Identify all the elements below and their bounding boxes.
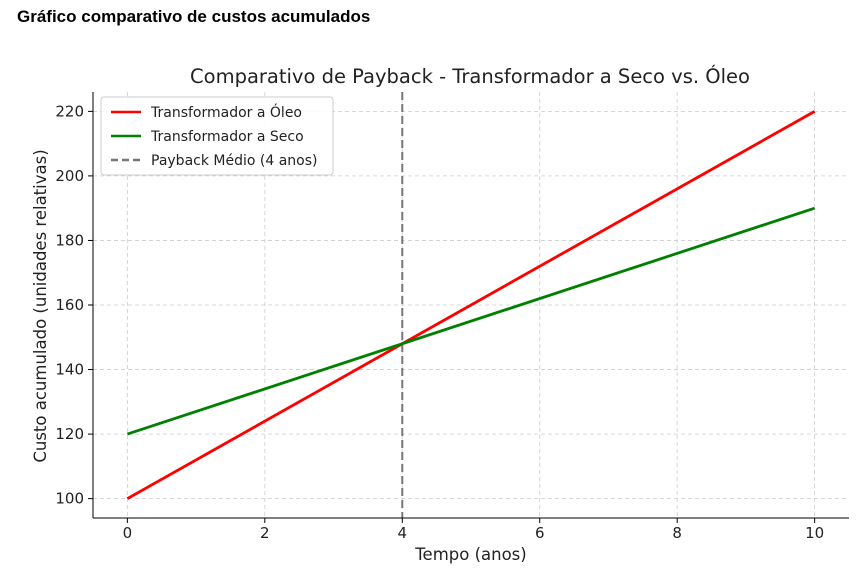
legend-label: Payback Médio (4 anos) [151, 153, 317, 169]
series-line-2 [126, 206, 816, 436]
x-tick-label: 8 [672, 524, 682, 542]
legend: Transformador a Óleo Transformador a Seco… [100, 96, 334, 176]
y-tick-label: 200 [55, 167, 84, 185]
y-tick-label: 100 [55, 490, 84, 508]
legend-label: Transformador a Óleo [150, 103, 302, 121]
axes-layer: 0 2 4 6 8 10 100 120 140 160 180 200 220 [55, 92, 849, 542]
chart-title: Comparativo de Payback - Transformador a… [190, 64, 750, 88]
grid-layer [93, 92, 849, 518]
x-tick-label: 2 [260, 524, 270, 542]
x-tick-label: 10 [805, 524, 824, 542]
series-line-1 [126, 110, 816, 500]
y-tick-label: 160 [55, 296, 84, 314]
legend-box [100, 96, 334, 176]
y-tick-label: 220 [55, 102, 84, 120]
x-axis-label: Tempo (anos) [414, 545, 526, 564]
x-tick-label: 0 [123, 524, 133, 542]
legend-label: Transformador a Seco [150, 129, 304, 145]
x-tick-label: 4 [397, 524, 407, 542]
x-tick-label: 6 [535, 524, 545, 542]
series-layer [126, 92, 816, 518]
y-tick-label: 180 [55, 231, 84, 249]
page-heading: Gráfico comparativo de custos acumulados [17, 7, 371, 26]
y-tick-label: 120 [55, 425, 84, 443]
y-tick-label: 140 [55, 361, 84, 379]
y-axis-label: Custo acumulado (unidades relativas) [31, 149, 50, 462]
